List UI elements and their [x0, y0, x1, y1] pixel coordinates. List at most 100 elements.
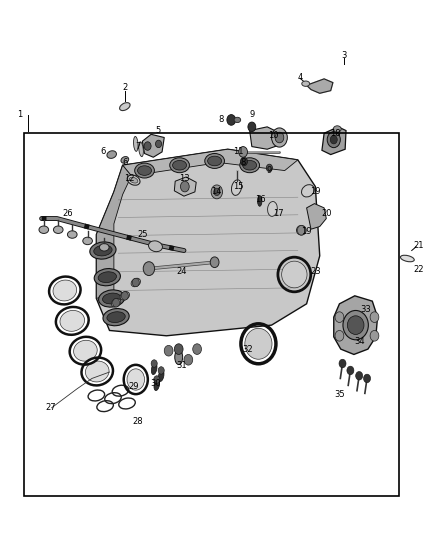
Text: 19: 19: [310, 188, 321, 196]
Circle shape: [339, 359, 346, 368]
Text: 24: 24: [177, 268, 187, 276]
Circle shape: [297, 225, 305, 235]
Text: 9: 9: [249, 110, 254, 119]
Text: 25: 25: [137, 230, 148, 239]
Polygon shape: [322, 127, 346, 155]
Text: 29: 29: [128, 382, 139, 391]
Ellipse shape: [53, 280, 77, 301]
Polygon shape: [96, 165, 131, 298]
Text: 27: 27: [45, 403, 56, 412]
Ellipse shape: [94, 269, 120, 286]
Ellipse shape: [194, 346, 201, 352]
Polygon shape: [96, 149, 320, 336]
Ellipse shape: [99, 244, 109, 251]
Text: 34: 34: [354, 337, 364, 345]
Circle shape: [335, 330, 344, 341]
Text: 31: 31: [177, 361, 187, 369]
Circle shape: [193, 344, 201, 354]
Ellipse shape: [165, 348, 172, 353]
Ellipse shape: [85, 361, 109, 382]
Circle shape: [347, 366, 354, 375]
Ellipse shape: [60, 310, 85, 332]
Ellipse shape: [175, 350, 183, 365]
Ellipse shape: [134, 136, 138, 151]
Polygon shape: [334, 296, 378, 354]
Ellipse shape: [245, 328, 272, 359]
Ellipse shape: [301, 184, 314, 197]
Ellipse shape: [127, 175, 140, 185]
Text: 4: 4: [297, 73, 303, 82]
Ellipse shape: [129, 177, 138, 183]
Ellipse shape: [135, 163, 154, 178]
Polygon shape: [250, 127, 280, 149]
Text: 14: 14: [212, 188, 222, 196]
Text: 32: 32: [242, 345, 253, 353]
Text: 19: 19: [301, 228, 312, 236]
Ellipse shape: [98, 272, 117, 282]
Text: 6: 6: [100, 148, 106, 156]
Circle shape: [370, 312, 379, 322]
Text: 15: 15: [233, 182, 244, 191]
Polygon shape: [123, 149, 298, 176]
Ellipse shape: [159, 370, 164, 382]
Ellipse shape: [67, 231, 77, 238]
Ellipse shape: [83, 237, 92, 245]
Circle shape: [180, 181, 189, 192]
Ellipse shape: [400, 255, 414, 262]
Circle shape: [211, 185, 223, 199]
Ellipse shape: [347, 316, 364, 335]
Ellipse shape: [138, 166, 152, 175]
Circle shape: [154, 376, 160, 383]
Ellipse shape: [333, 126, 341, 132]
Circle shape: [143, 262, 155, 276]
Circle shape: [121, 292, 128, 300]
Text: 7: 7: [135, 142, 141, 151]
Circle shape: [164, 345, 173, 356]
Bar: [24, 133, 399, 496]
Ellipse shape: [90, 242, 116, 259]
Circle shape: [240, 157, 247, 166]
Text: 13: 13: [179, 174, 189, 183]
Ellipse shape: [282, 261, 307, 288]
Ellipse shape: [120, 292, 130, 300]
Ellipse shape: [302, 81, 310, 86]
Circle shape: [356, 372, 363, 380]
Ellipse shape: [103, 309, 129, 326]
Ellipse shape: [107, 312, 125, 322]
Ellipse shape: [258, 196, 262, 206]
Polygon shape: [307, 204, 326, 229]
Circle shape: [132, 278, 139, 287]
Circle shape: [335, 312, 344, 322]
Text: 5: 5: [155, 126, 160, 135]
Text: 8: 8: [240, 158, 246, 167]
Ellipse shape: [173, 160, 187, 170]
Ellipse shape: [343, 310, 368, 340]
Text: 8: 8: [219, 116, 224, 124]
Ellipse shape: [111, 298, 121, 307]
Ellipse shape: [185, 357, 192, 362]
Text: 2: 2: [122, 84, 127, 92]
Circle shape: [113, 298, 120, 307]
Ellipse shape: [152, 363, 157, 375]
Circle shape: [227, 115, 236, 125]
Text: 21: 21: [413, 241, 424, 249]
Ellipse shape: [243, 160, 257, 170]
Circle shape: [275, 132, 284, 143]
Text: 12: 12: [124, 174, 134, 183]
Ellipse shape: [39, 226, 49, 233]
Ellipse shape: [208, 156, 222, 166]
Text: 17: 17: [273, 209, 283, 217]
Text: 11: 11: [233, 148, 244, 156]
Ellipse shape: [240, 158, 259, 173]
Circle shape: [364, 374, 371, 383]
Circle shape: [239, 147, 247, 157]
Circle shape: [330, 135, 337, 144]
Ellipse shape: [231, 180, 242, 196]
Ellipse shape: [74, 340, 97, 361]
Text: 9: 9: [267, 166, 272, 175]
Ellipse shape: [94, 245, 112, 256]
Text: 10: 10: [268, 132, 279, 140]
Text: 30: 30: [150, 379, 161, 388]
Ellipse shape: [131, 278, 141, 287]
Text: 22: 22: [413, 265, 424, 273]
